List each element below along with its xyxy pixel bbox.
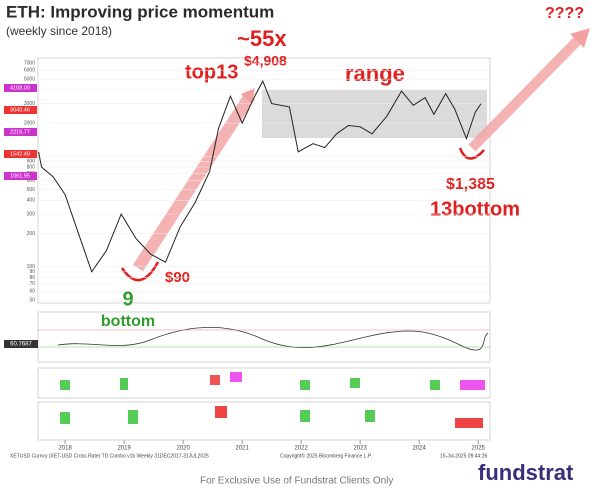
- y-tick-label: 100: [27, 264, 36, 270]
- y-tick-label: 300: [27, 211, 36, 217]
- rsi-tag-bg: [4, 340, 38, 348]
- copyright: Copyright© 2025 Bloomberg Finance L.P.: [280, 452, 372, 459]
- indicator-bars: [60, 372, 485, 428]
- price-line: [38, 79, 482, 273]
- brand-logo: fundstrat: [478, 460, 574, 485]
- price-tag-bg: [4, 172, 37, 180]
- bottom-arc: [458, 147, 485, 160]
- annotation: 13bottom: [430, 198, 520, 220]
- annotation: ????: [545, 5, 584, 22]
- annotation: $4,908: [244, 53, 287, 69]
- y-tick-label: 3000: [24, 101, 35, 107]
- y-tick-label: 500: [27, 187, 36, 193]
- price-tag-bg: [4, 84, 37, 92]
- y-tick-label: 900: [27, 159, 36, 165]
- chart-title: ETH: Improving price momentum: [6, 2, 274, 21]
- x-tick-label: 2019: [117, 446, 131, 452]
- y-tick-label: 70: [29, 281, 35, 287]
- x-tick-label: 2023: [354, 446, 368, 452]
- y-tick-label: 400: [27, 198, 36, 204]
- y-tick-label: 800: [27, 164, 36, 170]
- y-tick-label: 2000: [24, 120, 35, 126]
- price-tag-bg: [4, 106, 37, 114]
- y-tick-label: 90: [29, 269, 35, 275]
- price-tag: 3040.46: [10, 107, 30, 113]
- annotation: top13: [185, 61, 238, 83]
- arrow-head: [241, 88, 255, 104]
- y-tick-label: 50: [29, 297, 35, 303]
- rsi-panel: [37, 311, 491, 363]
- x-tick-label: 2018: [58, 446, 72, 452]
- rsi-line: [57, 327, 489, 351]
- x-tick-label: 2021: [235, 446, 249, 452]
- annotation: 9: [122, 288, 133, 310]
- y-tick-label: 80: [29, 275, 35, 281]
- range-box: [262, 90, 487, 138]
- price-panel: [37, 57, 491, 304]
- annotation: ~55x: [237, 26, 287, 51]
- y-tick-label: 7000: [24, 60, 35, 66]
- y-tick-label: 200: [27, 231, 36, 237]
- x-tick-label: 2024: [413, 446, 427, 452]
- indicator-panel: [37, 401, 491, 441]
- price-tag: 2216.77: [10, 129, 30, 135]
- y-tick-label: 6000: [24, 68, 35, 74]
- target-arrow: [468, 34, 584, 152]
- price-tag: 4108.00: [10, 85, 30, 91]
- y-tick-label: 5000: [24, 76, 35, 82]
- x-tick-label: 2020: [176, 446, 190, 452]
- price-tag-bg: [4, 128, 37, 136]
- trend-arrow: [132, 92, 256, 272]
- footer: For Exclusive Use of Fundstrat Clients O…: [200, 476, 393, 487]
- arrow-head: [570, 28, 590, 48]
- price-tag: 1061.95: [10, 173, 30, 179]
- rsi-tag: 60.7687: [10, 342, 32, 348]
- indicator-panel: [37, 367, 491, 399]
- source-note: XETUSD Curncy (XET-USD Cross Rate) TD Co…: [10, 453, 209, 459]
- annotation: $1,385: [446, 176, 495, 193]
- price-tag-bg: [4, 150, 37, 158]
- x-tick-label: 2025: [472, 446, 486, 452]
- annotation: bottom: [101, 313, 155, 330]
- price-tag: 1542.49: [10, 151, 30, 157]
- x-tick-label: 2022: [294, 446, 308, 452]
- annotation: range: [345, 61, 405, 86]
- timestamp: 15-Jul-2025 09:44:26: [440, 453, 487, 459]
- y-tick-label: 60: [29, 289, 35, 295]
- y-tick-label: 600: [27, 178, 36, 184]
- chart-subtitle: (weekly since 2018): [6, 24, 112, 38]
